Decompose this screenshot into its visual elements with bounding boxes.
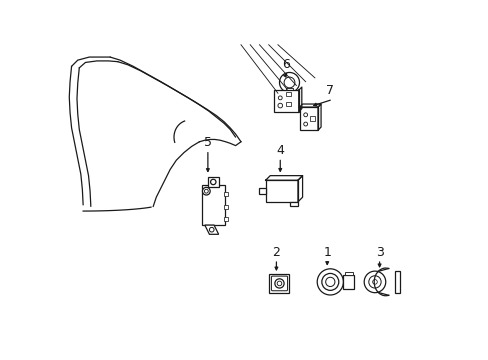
Bar [224, 192, 227, 196]
Bar [274, 90, 298, 112]
Bar [286, 88, 292, 93]
FancyBboxPatch shape [271, 276, 287, 291]
Bar [310, 116, 314, 121]
Bar [343, 275, 353, 289]
Polygon shape [204, 225, 218, 234]
Circle shape [317, 269, 343, 295]
Text: 7: 7 [325, 84, 334, 97]
Text: 1: 1 [323, 246, 330, 259]
Circle shape [368, 276, 380, 288]
Bar [394, 271, 399, 293]
Bar [286, 93, 290, 96]
Bar [224, 205, 227, 208]
Bar [265, 180, 297, 202]
Circle shape [325, 277, 334, 287]
Circle shape [364, 271, 385, 293]
Circle shape [210, 179, 216, 185]
Text: 3: 3 [375, 246, 383, 259]
Bar [207, 177, 218, 186]
Circle shape [321, 274, 338, 291]
Circle shape [303, 113, 307, 117]
Bar [224, 217, 227, 221]
Circle shape [204, 189, 208, 193]
Bar [344, 272, 352, 275]
Text: 2: 2 [272, 246, 280, 259]
Circle shape [202, 187, 210, 195]
Bar [259, 188, 265, 194]
Bar [202, 185, 224, 225]
Circle shape [274, 279, 284, 288]
Circle shape [277, 281, 281, 286]
Bar [286, 102, 290, 105]
Text: 5: 5 [203, 136, 211, 149]
Circle shape [372, 280, 377, 284]
Text: 4: 4 [276, 144, 284, 157]
FancyBboxPatch shape [269, 274, 289, 293]
Circle shape [277, 103, 282, 108]
Circle shape [303, 122, 307, 126]
Bar [290, 202, 297, 206]
Circle shape [209, 228, 214, 232]
Circle shape [279, 72, 299, 93]
Text: 6: 6 [282, 58, 290, 71]
Circle shape [278, 96, 282, 100]
Circle shape [284, 77, 294, 88]
Bar [299, 107, 317, 130]
